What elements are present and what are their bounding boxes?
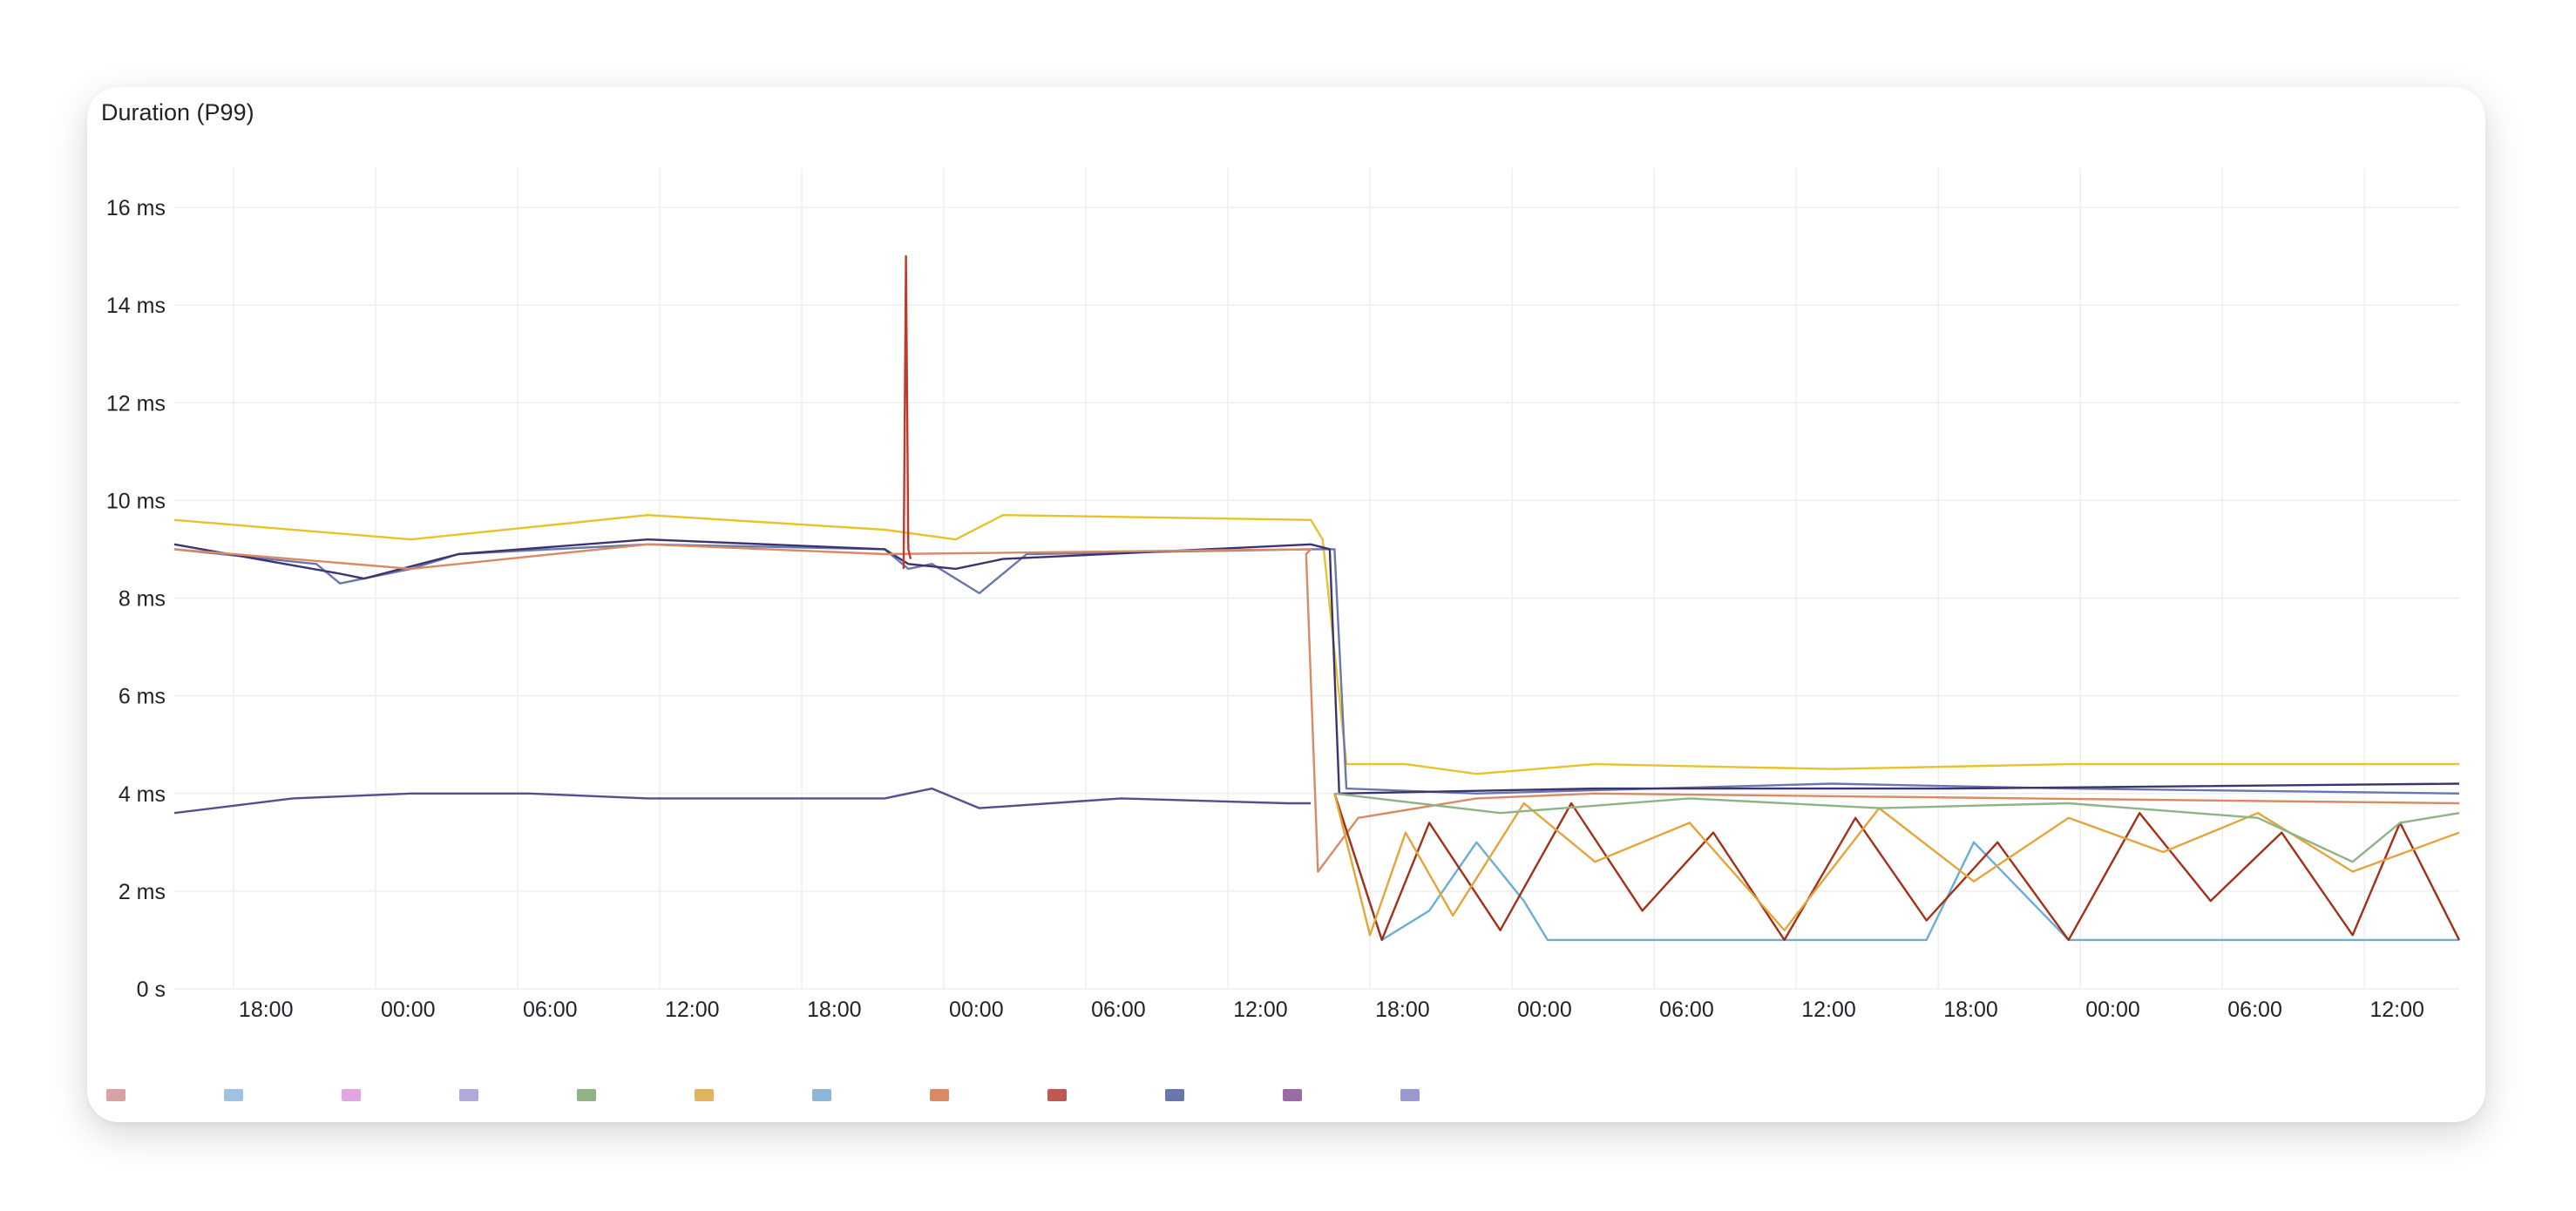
legend-swatch	[342, 1089, 361, 1101]
y-tick-label: 14 ms	[106, 294, 166, 318]
line-chart: 0 s 2 ms 4 ms 6 ms 8 ms 10 ms 12 ms 14 ms 16 ms 1…	[106, 168, 2461, 1101]
legend-swatch	[459, 1089, 478, 1101]
y-tick-label: 16 ms	[106, 196, 166, 220]
y-tick-label: 4 ms	[119, 782, 166, 807]
series-line	[173, 543, 2460, 873]
legend-swatch	[224, 1089, 243, 1101]
y-tick-label: 8 ms	[119, 587, 166, 612]
legend-swatch	[930, 1089, 949, 1101]
series-line	[1333, 793, 2461, 942]
legend-swatch	[812, 1089, 831, 1101]
x-tick-label: 00:00	[381, 998, 436, 1022]
legend-swatch	[577, 1089, 596, 1101]
x-tick-label: 06:00	[1091, 998, 1146, 1022]
y-tick-label: 10 ms	[106, 489, 166, 513]
x-tick-label: 18:00	[1375, 998, 1430, 1022]
x-tick-label: 18:00	[239, 998, 294, 1022]
x-tick-label: 00:00	[2085, 998, 2140, 1022]
x-tick-label: 00:00	[1517, 998, 1572, 1022]
x-tick-label: 06:00	[1659, 998, 1714, 1022]
x-tick-label: 18:00	[807, 998, 862, 1022]
panel-title: Duration (P99)	[101, 99, 254, 125]
legend-swatch	[1400, 1089, 1420, 1101]
x-tick-label: 06:00	[523, 998, 578, 1022]
series-line	[1333, 793, 2460, 937]
x-tick-label: 06:00	[2227, 998, 2282, 1022]
legend-swatch	[695, 1089, 714, 1101]
y-tick-label: 6 ms	[119, 685, 166, 709]
series-line	[1334, 792, 2460, 863]
legend-swatch	[1047, 1089, 1067, 1101]
legend-swatch	[106, 1089, 125, 1101]
x-tick-label: 12:00	[1233, 998, 1288, 1022]
y-tick-label: 12 ms	[106, 391, 166, 416]
series-line	[1333, 793, 2459, 942]
x-tick-label: 12:00	[665, 998, 720, 1022]
x-tick-label: 12:00	[1801, 998, 1856, 1022]
x-tick-label: 12:00	[2369, 998, 2424, 1022]
series-line	[173, 543, 2460, 795]
series-line	[173, 538, 2460, 795]
legend-swatch	[1165, 1089, 1184, 1101]
legend-swatch	[1283, 1089, 1302, 1101]
series-line	[173, 787, 1312, 815]
x-tick-label: 00:00	[949, 998, 1004, 1022]
chart-panel: Duration (P99) 0 s 2 ms 4 ms 6 ms 8 ms 10 ms 1…	[87, 87, 2485, 1122]
x-tick-label: 18:00	[1943, 998, 1998, 1022]
y-tick-label: 2 ms	[119, 880, 166, 904]
series-line	[902, 254, 912, 569]
y-tick-label: 0 s	[137, 978, 166, 1002]
